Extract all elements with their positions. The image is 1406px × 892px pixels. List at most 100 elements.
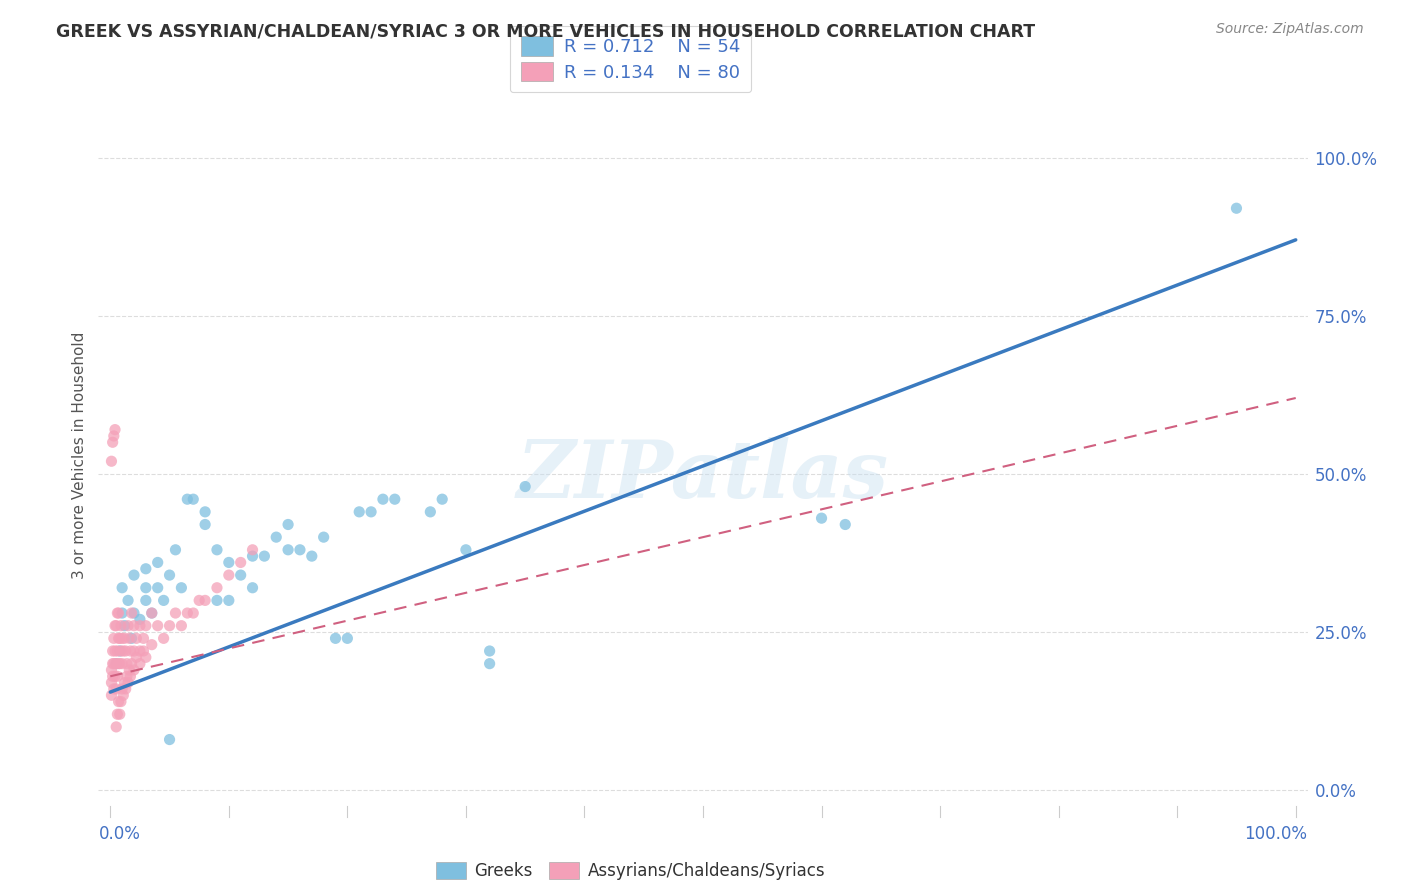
Point [118, 632, 141, 646]
Point [253, 549, 276, 563]
Text: ZIPatlas: ZIPatlas [517, 437, 889, 515]
Text: Source: ZipAtlas.com: Source: ZipAtlas.com [1216, 22, 1364, 37]
Point [110, 644, 132, 658]
Point [277, 517, 299, 532]
Point [117, 618, 139, 632]
Point [101, 669, 124, 683]
Point [205, 542, 228, 557]
Point [105, 644, 128, 658]
Point [100, 675, 122, 690]
Point [121, 606, 143, 620]
Point [108, 657, 131, 671]
Point [229, 556, 252, 570]
Point [135, 618, 157, 632]
Point [336, 632, 359, 646]
Point [108, 644, 131, 658]
Point [301, 549, 323, 563]
Point [105, 707, 128, 722]
Point [515, 479, 537, 493]
Point [105, 681, 128, 696]
Point [454, 542, 477, 557]
Point [120, 644, 142, 658]
Point [115, 657, 138, 671]
Point [146, 556, 169, 570]
Point [135, 593, 157, 607]
Point [181, 492, 204, 507]
Point [188, 593, 211, 607]
Point [122, 606, 145, 620]
Point [103, 657, 125, 671]
Point [104, 423, 127, 437]
Point [129, 644, 152, 658]
Point [135, 650, 157, 665]
Point [118, 663, 141, 677]
Point [107, 657, 129, 671]
Point [135, 581, 157, 595]
Point [103, 429, 125, 443]
Point [105, 669, 128, 683]
Point [100, 663, 122, 677]
Point [194, 593, 217, 607]
Point [103, 681, 125, 696]
Point [218, 593, 240, 607]
Point [242, 542, 264, 557]
Point [170, 618, 193, 632]
Point [181, 606, 204, 620]
Point [141, 638, 163, 652]
Point [170, 581, 193, 595]
Point [218, 568, 240, 582]
Point [129, 657, 152, 671]
Point [810, 511, 832, 525]
Point [122, 568, 145, 582]
Point [146, 618, 169, 632]
Point [114, 644, 136, 658]
Point [165, 606, 187, 620]
Point [347, 505, 370, 519]
Point [111, 632, 134, 646]
Point [312, 530, 335, 544]
Point [141, 606, 163, 620]
Point [159, 732, 181, 747]
Point [105, 606, 128, 620]
Point [242, 581, 264, 595]
Y-axis label: 3 or more Vehicles in Household: 3 or more Vehicles in Household [72, 331, 87, 579]
Point [107, 632, 129, 646]
Point [277, 542, 299, 557]
Point [478, 657, 501, 671]
Point [112, 688, 135, 702]
Point [132, 644, 155, 658]
Point [218, 556, 240, 570]
Point [122, 663, 145, 677]
Point [104, 644, 127, 658]
Point [152, 632, 174, 646]
Point [107, 695, 129, 709]
Point [288, 542, 311, 557]
Point [121, 657, 143, 671]
Point [114, 681, 136, 696]
Point [242, 549, 264, 563]
Point [108, 632, 131, 646]
Point [205, 581, 228, 595]
Point [478, 644, 501, 658]
Point [205, 593, 228, 607]
Point [115, 669, 138, 683]
Point [141, 606, 163, 620]
Point [100, 688, 122, 702]
Point [120, 669, 142, 683]
Point [101, 657, 124, 671]
Point [101, 435, 124, 450]
Point [114, 618, 136, 632]
Point [101, 644, 124, 658]
Point [108, 707, 131, 722]
Point [111, 657, 134, 671]
Point [122, 618, 145, 632]
Point [110, 618, 132, 632]
Text: GREEK VS ASSYRIAN/CHALDEAN/SYRIAC 3 OR MORE VEHICLES IN HOUSEHOLD CORRELATION CH: GREEK VS ASSYRIAN/CHALDEAN/SYRIAC 3 OR M… [56, 22, 1035, 40]
Point [104, 618, 127, 632]
Point [132, 632, 155, 646]
Point [834, 517, 856, 532]
Point [176, 606, 198, 620]
Point [360, 505, 382, 519]
Text: 100.0%: 100.0% [1244, 825, 1308, 843]
Point [111, 581, 134, 595]
